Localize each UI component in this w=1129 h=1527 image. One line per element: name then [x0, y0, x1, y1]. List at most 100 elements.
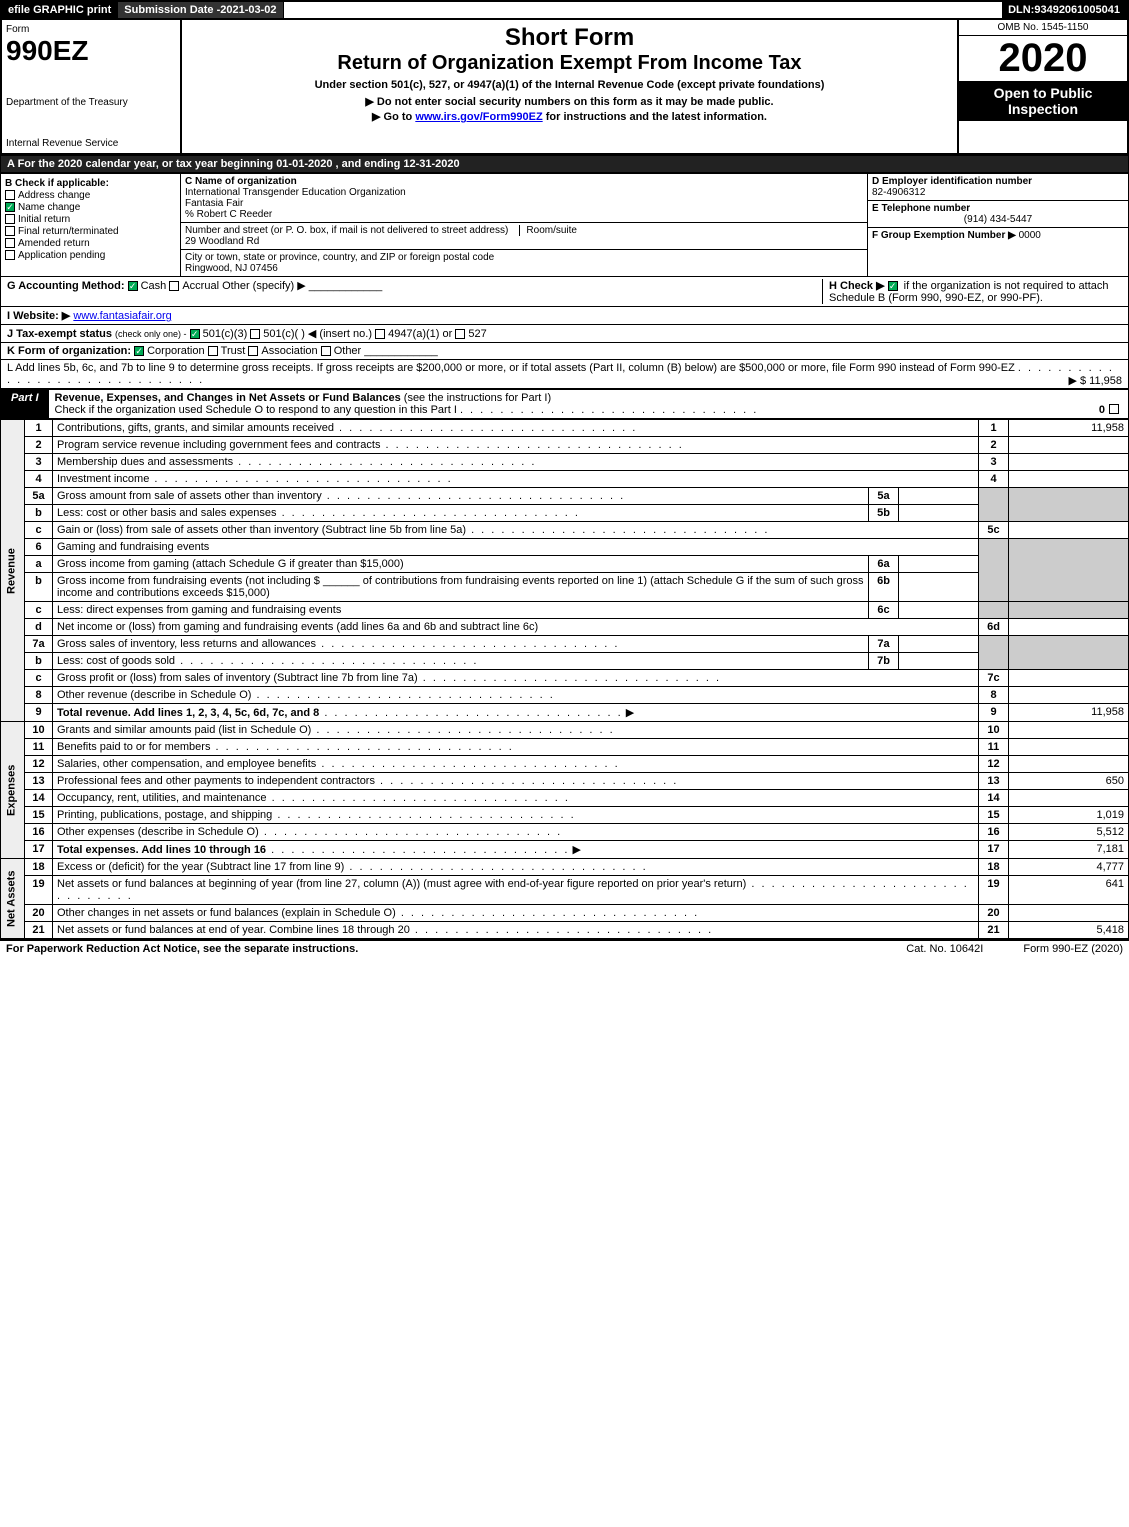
c-name-label: C Name of organization: [185, 176, 297, 187]
cb-application-pending[interactable]: Application pending: [5, 250, 176, 261]
part-1-table: Revenue 1Contributions, gifts, grants, a…: [0, 419, 1129, 939]
street-value: 29 Woodland Rd: [185, 236, 259, 247]
cb-4947[interactable]: [375, 329, 385, 339]
cb-corp[interactable]: ✓: [134, 346, 144, 356]
section-j: J Tax-exempt status (check only one) - ✓…: [0, 325, 1129, 343]
b-addr: Address change: [18, 190, 90, 201]
tel-label: E Telephone number: [872, 203, 970, 214]
header-right: OMB No. 1545-1150 2020 Open to Public In…: [957, 20, 1127, 153]
l7b-text: Less: cost of goods sold: [57, 655, 175, 667]
line-2: 2Program service revenue including gover…: [1, 437, 1129, 454]
row-g-h: G Accounting Method: ✓Cash Accrual Other…: [0, 277, 1129, 307]
dept-treasury: Department of the Treasury: [6, 97, 176, 108]
b-label: B Check if applicable:: [5, 178, 109, 189]
side-net-assets: Net Assets: [1, 859, 25, 939]
c-street-block: Number and street (or P. O. box, if mail…: [181, 223, 867, 250]
sched-o-val: 0: [1099, 404, 1105, 416]
dln: DLN: 93492061005041: [1002, 2, 1127, 18]
ein-label: D Employer identification number: [872, 176, 1032, 187]
b-init: Initial return: [18, 214, 70, 225]
cb-address-change[interactable]: Address change: [5, 190, 176, 201]
org-name-1: International Transgender Education Orga…: [185, 187, 406, 198]
d-ein: D Employer identification number 82-4906…: [868, 174, 1128, 201]
g-cash: Cash: [141, 280, 167, 292]
l20-text: Other changes in net assets or fund bala…: [57, 907, 396, 919]
line-3: 3Membership dues and assessments3: [1, 454, 1129, 471]
cb-amended-return[interactable]: Amended return: [5, 238, 176, 249]
cb-accrual[interactable]: [169, 281, 179, 291]
l7a-text: Gross sales of inventory, less returns a…: [57, 638, 316, 650]
website-link[interactable]: www.fantasiafair.org: [73, 310, 171, 322]
l21-text: Net assets or fund balances at end of ye…: [57, 924, 410, 936]
cb-cash[interactable]: ✓: [128, 281, 138, 291]
line-13: 13Professional fees and other payments t…: [1, 773, 1129, 790]
l15-amt: 1,019: [1009, 807, 1129, 824]
j-501c: 501(c)( ) ◀ (insert no.): [263, 328, 372, 340]
cb-initial-return[interactable]: Initial return: [5, 214, 176, 225]
i-label: I Website: ▶: [7, 310, 70, 322]
l1-amt: 11,958: [1009, 420, 1129, 437]
l16-text: Other expenses (describe in Schedule O): [57, 826, 259, 838]
section-l: L Add lines 5b, 6c, and 7b to line 9 to …: [0, 360, 1129, 389]
cb-assoc[interactable]: [248, 346, 258, 356]
l6b-text: Gross income from fundraising events (no…: [53, 573, 869, 602]
cb-other-org[interactable]: [321, 346, 331, 356]
room-label: Room/suite: [519, 225, 577, 236]
line-6b: bGross income from fundraising events (n…: [1, 573, 1129, 602]
line-14: 14Occupancy, rent, utilities, and mainte…: [1, 790, 1129, 807]
cb-h[interactable]: ✓: [888, 281, 898, 291]
l9-text: Total revenue. Add lines 1, 2, 3, 4, 5c,…: [57, 707, 319, 719]
cb-trust[interactable]: [208, 346, 218, 356]
part-1-header: Part I Revenue, Expenses, and Changes in…: [0, 389, 1129, 419]
k-trust: Trust: [221, 345, 246, 357]
goto-post: for instructions and the latest informat…: [546, 111, 767, 123]
efile-label[interactable]: efile GRAPHIC print: [2, 2, 118, 18]
side-revenue: Revenue: [1, 420, 25, 722]
dln-value: 93492061005041: [1034, 4, 1120, 16]
part-1-check: Check if the organization used Schedule …: [55, 404, 457, 416]
g-accrual: Accrual: [182, 280, 219, 292]
ssn-notice: ▶ Do not enter social security numbers o…: [186, 95, 953, 108]
l6-text: Gaming and fundraising events: [53, 539, 979, 556]
cb-501c3[interactable]: ✓: [190, 329, 200, 339]
line-6: 6Gaming and fundraising events: [1, 539, 1129, 556]
dln-label: DLN:: [1008, 4, 1034, 16]
section-i: I Website: ▶ www.fantasiafair.org: [0, 307, 1129, 325]
l7c-text: Gross profit or (loss) from sales of inv…: [57, 672, 418, 684]
form-footer-label: Form 990-EZ (2020): [1023, 943, 1123, 955]
row-a-tax-year: A For the 2020 calendar year, or tax yea…: [0, 155, 1129, 173]
street-label: Number and street (or P. O. box, if mail…: [185, 225, 508, 236]
tax-year: 2020: [959, 36, 1127, 81]
b-amend: Amended return: [18, 238, 90, 249]
header-middle: Short Form Return of Organization Exempt…: [182, 20, 957, 153]
goto-pre: ▶ Go to: [372, 111, 415, 123]
cb-name-change[interactable]: ✓Name change: [5, 202, 176, 213]
l17-amt: 7,181: [1009, 841, 1129, 859]
form-header: Form 990EZ Department of the Treasury In…: [0, 20, 1129, 155]
line-7a: 7aGross sales of inventory, less returns…: [1, 636, 1129, 653]
irs-label: Internal Revenue Service: [6, 138, 176, 149]
cb-schedule-o-part1[interactable]: [1109, 404, 1119, 414]
cb-527[interactable]: [455, 329, 465, 339]
pra-notice: For Paperwork Reduction Act Notice, see …: [6, 943, 866, 955]
j-501c3: 501(c)(3): [203, 328, 248, 340]
irs-link[interactable]: www.irs.gov/Form990EZ: [415, 111, 542, 123]
j-label: J Tax-exempt status: [7, 328, 112, 340]
l6d-text: Net income or (loss) from gaming and fun…: [53, 619, 979, 636]
line-21: 21Net assets or fund balances at end of …: [1, 922, 1129, 939]
under-section: Under section 501(c), 527, or 4947(a)(1)…: [186, 79, 953, 91]
org-block: B Check if applicable: Address change ✓N…: [0, 173, 1129, 277]
j-527: 527: [468, 328, 486, 340]
ein-value: 82-4906312: [872, 187, 925, 198]
cb-final-return[interactable]: Final return/terminated: [5, 226, 176, 237]
header-left: Form 990EZ Department of the Treasury In…: [2, 20, 182, 153]
l17-text: Total expenses. Add lines 10 through 16: [57, 844, 266, 856]
line-18: Net Assets 18Excess or (deficit) for the…: [1, 859, 1129, 876]
part1-dots: [460, 404, 758, 416]
form-word: Form: [6, 24, 176, 35]
g-label: G Accounting Method:: [7, 280, 125, 292]
k-corp: Corporation: [147, 345, 204, 357]
cb-501c[interactable]: [250, 329, 260, 339]
sub-label: Submission Date -: [124, 4, 220, 16]
line-16: 16Other expenses (describe in Schedule O…: [1, 824, 1129, 841]
